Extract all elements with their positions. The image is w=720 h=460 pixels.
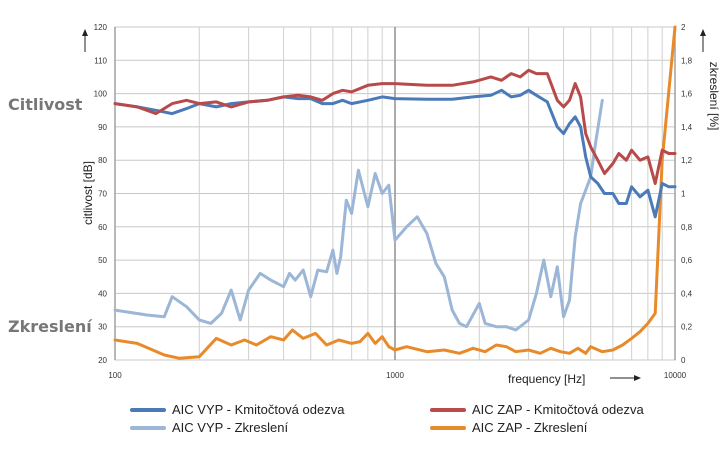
y2-tick-label: 0,8 (681, 223, 693, 232)
y2-axis-arrow (700, 29, 706, 52)
series-lines (113, 25, 677, 360)
y2-tick-label: 1 (681, 190, 686, 199)
y2-tick-label: 1,2 (681, 156, 693, 165)
y-tick-label: 80 (98, 156, 107, 165)
legend-label: AIC VYP - Zkreslení (172, 420, 289, 435)
legend-item-aic-on-response: AIC ZAP - Kmitočtová odezva (430, 402, 644, 417)
x-axis-arrow (610, 375, 641, 381)
sensitivity-label: Citlivost (8, 95, 83, 114)
legend-swatch (130, 407, 166, 412)
y-tick-label: 70 (98, 190, 107, 199)
x-axis-label: frequency [Hz] (508, 372, 585, 386)
y-tick-label: 120 (94, 23, 108, 32)
y-axis-arrow (82, 29, 88, 52)
legend-item-aic-off-response: AIC VYP - Kmitočtová odezva (130, 402, 344, 417)
distortion-label: Zkreslení (8, 317, 92, 336)
legend-label: AIC ZAP - Zkreslení (472, 420, 588, 435)
y-tick-label: 90 (98, 123, 107, 132)
legend-label: AIC ZAP - Kmitočtová odezva (472, 402, 644, 417)
x-tick-label: 1000 (386, 371, 404, 380)
y-tick-label: 40 (98, 289, 107, 298)
series-line-1 (113, 68, 677, 185)
y2-tick-label: 1,4 (681, 123, 693, 132)
series-line-3 (113, 25, 677, 360)
grid (114, 26, 676, 361)
legend-item-aic-off-distortion: AIC VYP - Zkreslení (130, 420, 288, 435)
y2-tick-label: 1,6 (681, 90, 693, 99)
x-tick-label: 100 (108, 371, 122, 380)
y-tick-label: 100 (94, 90, 108, 99)
y2-axis-label: zkreslení [%] (707, 62, 720, 131)
legend-swatch (130, 425, 166, 430)
y2-tick-label: 2 (681, 23, 686, 32)
series-line-2 (113, 98, 604, 332)
y-axis-label: citlivost [dB] (81, 161, 95, 225)
y-tick-label: 30 (98, 323, 107, 332)
legend-swatch (430, 425, 466, 430)
legend-item-aic-on-distortion: AIC ZAP - Zkreslení (430, 420, 587, 435)
y2-tick-label: 0,2 (681, 323, 693, 332)
legend-swatch (430, 407, 466, 412)
y-tick-label: 20 (98, 356, 107, 365)
y-tick-label: 110 (94, 56, 107, 65)
y2-tick-label: 1,8 (681, 56, 693, 65)
ticks: 20 30 40 50 60 70 80 90 100 110 120 0 0,2 0,4 0,6 0,8 1 1… (94, 23, 693, 380)
legend-label: AIC VYP - Kmitočtová odezva (172, 402, 345, 417)
y-tick-label: 50 (98, 256, 107, 265)
x-tick-label: 10000 (664, 371, 687, 380)
y2-tick-label: 0 (681, 356, 686, 365)
y2-tick-label: 0,6 (681, 256, 693, 265)
y2-tick-label: 0,4 (681, 289, 693, 298)
y-tick-label: 60 (98, 223, 107, 232)
